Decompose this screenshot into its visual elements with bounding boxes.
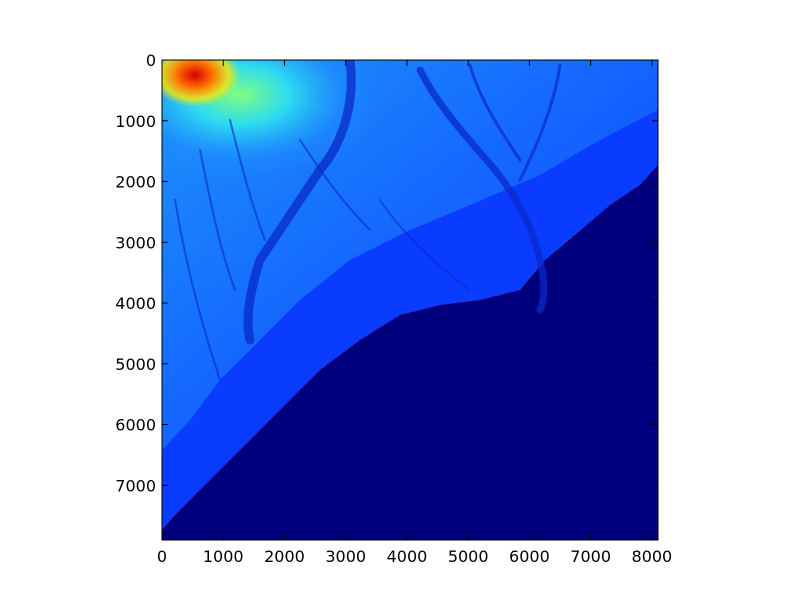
river-channel (416, 66, 548, 314)
x-tick-label: 2000 (264, 547, 305, 566)
y-tick-label: 4000 (115, 294, 156, 313)
river-channel (243, 60, 356, 345)
river-channel (174, 199, 221, 381)
y-tick-label: 0 (146, 51, 156, 70)
x-tick-label: 7000 (570, 547, 611, 566)
y-tick-label: 2000 (115, 173, 156, 192)
river-channel (229, 119, 266, 241)
heatmap-river-channels (174, 60, 562, 381)
heatmap-highland-glow (162, 60, 380, 180)
river-channel (199, 149, 236, 291)
x-tick-label: 0 (157, 547, 167, 566)
river-channel (518, 63, 562, 182)
y-tick-label: 1000 (115, 112, 156, 131)
y-tick-label: 7000 (115, 476, 156, 495)
heatmap-peak-glow (162, 60, 240, 107)
x-axis: 0 1000 2000 3000 4000 5000 6000 7000 8000 (157, 60, 672, 566)
x-tick-label: 6000 (509, 547, 550, 566)
y-tick-label: 5000 (115, 355, 156, 374)
heatmap-image (162, 60, 658, 540)
x-tick-label: 1000 (203, 547, 244, 566)
y-axis: 0 1000 2000 3000 4000 5000 6000 7000 (115, 51, 658, 495)
x-tick-label: 3000 (325, 547, 366, 566)
plot-frame (161, 59, 659, 541)
x-tick-label: 8000 (632, 547, 673, 566)
river-channel (379, 199, 471, 291)
x-tick-label: 4000 (387, 547, 428, 566)
x-tick-label: 5000 (448, 547, 489, 566)
river-channel (468, 63, 522, 162)
river-channel (299, 139, 371, 231)
y-tick-label: 6000 (115, 416, 156, 435)
y-tick-label: 3000 (115, 233, 156, 252)
